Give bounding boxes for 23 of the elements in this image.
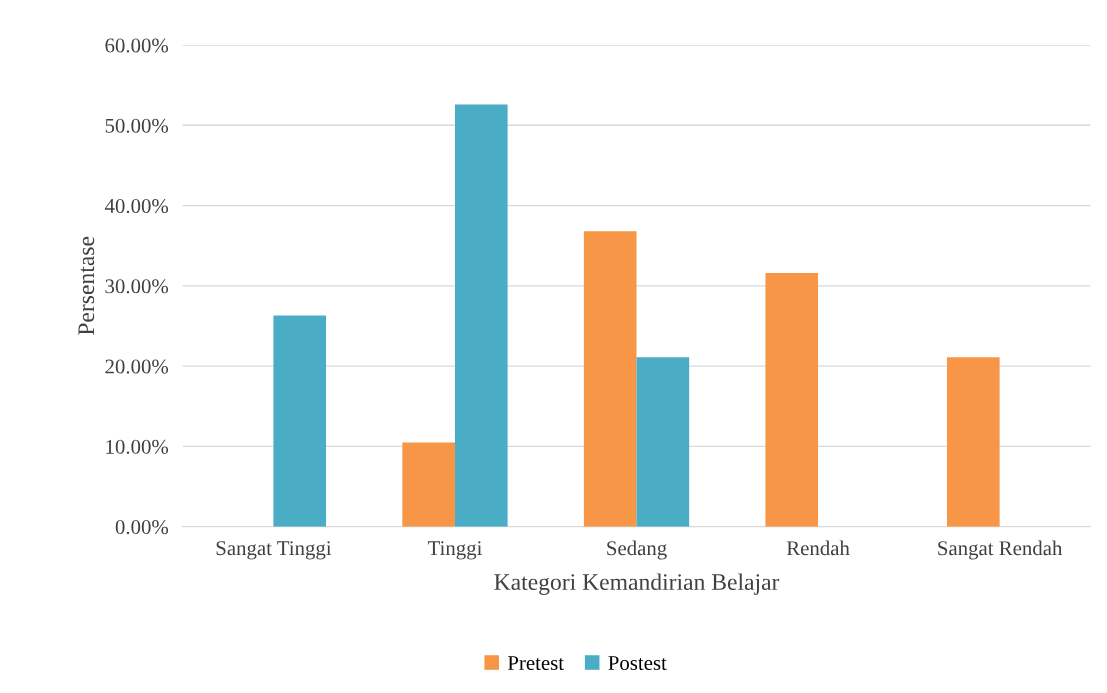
y-tick-label: 30.00% xyxy=(105,279,169,294)
bar xyxy=(273,315,327,527)
x-tick-label: Rendah xyxy=(786,540,850,556)
x-tick-label: Tinggi xyxy=(427,541,482,560)
y-tick-label: 10.00% xyxy=(106,439,169,454)
y-tick-label: 40.00% xyxy=(104,198,169,214)
bar xyxy=(583,231,637,527)
bar xyxy=(454,104,508,527)
bar xyxy=(402,442,455,527)
x-tick-label: Sedang xyxy=(607,540,667,560)
legend-label: Postest xyxy=(608,656,667,671)
y-tick-label: 60.00% xyxy=(105,38,169,53)
bar xyxy=(946,357,1000,527)
y-tick-label: 20.00% xyxy=(105,359,169,374)
bar xyxy=(765,273,819,527)
x-tick-label: Sangat Rendah xyxy=(938,540,1063,560)
y-tick-label: 50.00% xyxy=(105,118,169,133)
x-axis-title: Kategori Kemandirian Belajar xyxy=(494,573,780,595)
y-axis-title: Persentase xyxy=(78,236,95,336)
x-tick-label: Sangat Tinggi xyxy=(216,541,332,560)
legend-label: Pretest xyxy=(507,656,564,671)
y-tick-label: 0.00% xyxy=(115,520,169,535)
bar xyxy=(636,357,690,527)
